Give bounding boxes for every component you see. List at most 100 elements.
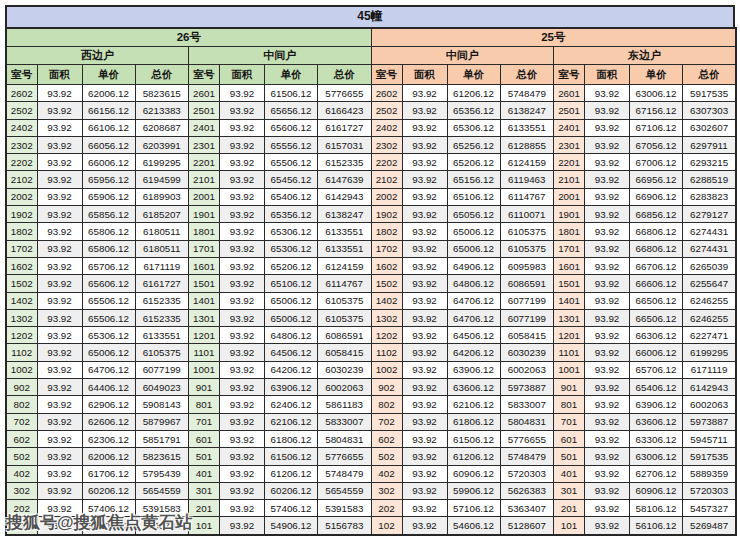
area-cell: 93.92 <box>585 448 630 465</box>
total-price-cell: 6307303 <box>683 102 737 119</box>
total-price-cell: 6265039 <box>683 257 737 274</box>
unit-price-cell: 67156.12 <box>630 102 683 119</box>
building-25-header: 25号 <box>371 28 736 47</box>
unit-price-cell: 56106.12 <box>630 517 683 535</box>
unit-price-cell: 62906.12 <box>82 396 135 413</box>
total-price-cell: 5804831 <box>318 430 372 447</box>
room-cell: 1101 <box>189 344 220 361</box>
area-cell: 93.92 <box>585 136 630 153</box>
area-cell: 93.92 <box>220 482 265 499</box>
room-cell: 301 <box>554 482 585 499</box>
unit-price-cell: 65506.12 <box>265 154 318 171</box>
unit-price-cell: 65056.12 <box>447 206 500 223</box>
table-row: 40293.9261706.12579543940193.9261206.125… <box>6 465 736 482</box>
total-price-cell: 6297911 <box>683 136 737 153</box>
table-row: 110293.9265006.126105375110193.9264506.1… <box>6 344 736 361</box>
unit-price-cell: 62106.12 <box>265 413 318 430</box>
room-cell: 2402 <box>6 119 37 136</box>
area-cell: 93.92 <box>585 517 630 535</box>
room-cell: 2401 <box>189 119 220 136</box>
total-price-cell: 5776655 <box>500 430 554 447</box>
unit-price-cell: 64706.12 <box>447 292 500 309</box>
room-cell: 1902 <box>6 206 37 223</box>
area-cell: 93.92 <box>220 119 265 136</box>
area-cell: 93.92 <box>402 396 447 413</box>
room-cell: 2001 <box>189 188 220 205</box>
area-cell: 93.92 <box>402 275 447 292</box>
unit-price-cell: 65006.12 <box>82 344 135 361</box>
total-price-cell: 6105375 <box>318 292 372 309</box>
room-cell: 302 <box>371 482 402 499</box>
table-row: 170293.9265806.126180511170193.9265306.1… <box>6 240 736 257</box>
room-cell: 901 <box>554 379 585 396</box>
area-cell: 93.92 <box>585 430 630 447</box>
total-price-cell: 6199295 <box>135 154 189 171</box>
unit-price-cell: 65706.12 <box>630 361 683 378</box>
room-cell: 802 <box>371 396 402 413</box>
area-cell: 93.92 <box>585 344 630 361</box>
area-cell: 93.92 <box>220 361 265 378</box>
total-price-cell: 5879967 <box>135 413 189 430</box>
room-cell: 2402 <box>371 119 402 136</box>
unit-price-cell: 61806.12 <box>447 413 500 430</box>
area-cell: 93.92 <box>37 119 82 136</box>
unit-price-cell: 61706.12 <box>82 465 135 482</box>
area-cell: 93.92 <box>37 223 82 240</box>
column-header-row: 室号 面积 单价 总价 室号 面积 单价 总价 室号 面积 单价 总价 室号 面… <box>6 65 736 85</box>
area-cell: 93.92 <box>37 500 82 517</box>
unit-price-cell: 64706.12 <box>447 309 500 326</box>
total-price-cell: 5851791 <box>135 430 189 447</box>
unit-price-cell: 65506.12 <box>82 292 135 309</box>
room-cell: 501 <box>554 448 585 465</box>
unit-price-cell: 65106.12 <box>265 275 318 292</box>
area-cell: 93.92 <box>402 327 447 344</box>
total-price-cell: 6058415 <box>318 344 372 361</box>
area-cell: 93.92 <box>37 292 82 309</box>
room-cell: 1301 <box>189 309 220 326</box>
room-cell: 1501 <box>189 275 220 292</box>
unit-price-cell: 66906.12 <box>630 188 683 205</box>
area-cell: 93.92 <box>37 396 82 413</box>
unit-price-cell: 64506.12 <box>265 344 318 361</box>
area-cell: 93.92 <box>585 240 630 257</box>
total-price-cell: 5908143 <box>135 396 189 413</box>
total-price-cell: 6030239 <box>318 361 372 378</box>
total-price-cell: 5945711 <box>683 430 737 447</box>
room-cell: 2501 <box>189 102 220 119</box>
total-price-cell: 5776655 <box>318 85 372 102</box>
area-cell: 93.92 <box>402 240 447 257</box>
unit-price-cell: 65206.12 <box>447 154 500 171</box>
total-price-cell: 6194599 <box>135 171 189 188</box>
total-price-cell: 6058415 <box>500 327 554 344</box>
total-price-cell: 6002063 <box>318 379 372 396</box>
total-price-cell: 6147639 <box>318 171 372 188</box>
total-price-cell: 6274431 <box>683 240 737 257</box>
room-cell: 2502 <box>6 102 37 119</box>
price-table: 26号 25号 西边户 中间户 中间户 东边户 室号 面积 单价 总价 室号 面… <box>5 27 737 536</box>
table-row: 80293.9262906.12590814380193.9262406.125… <box>6 396 736 413</box>
area-cell: 93.92 <box>585 257 630 274</box>
room-cell: 2501 <box>554 102 585 119</box>
unit-price-cell: 66706.12 <box>630 257 683 274</box>
unit-price-cell: 61806.12 <box>265 430 318 447</box>
room-cell: 701 <box>554 413 585 430</box>
room-cell: 602 <box>371 430 402 447</box>
area-cell: 93.92 <box>402 206 447 223</box>
col-header-total-price: 总价 <box>500 65 554 85</box>
unit-price-cell: 65556.12 <box>265 136 318 153</box>
unit-price-cell: 66156.12 <box>82 102 135 119</box>
area-cell: 93.92 <box>37 465 82 482</box>
total-price-cell: 5973887 <box>683 413 737 430</box>
room-cell: 201 <box>554 500 585 517</box>
total-price-cell: 5128607 <box>500 517 554 535</box>
total-price-cell: 5833007 <box>318 413 372 430</box>
total-price-cell: 6114767 <box>500 188 554 205</box>
price-table-page: 45幢 26号 25号 西边户 中间户 中间户 东边户 <box>0 0 740 545</box>
total-price-cell: 6105375 <box>500 223 554 240</box>
area-cell: 93.92 <box>585 327 630 344</box>
area-cell: 93.92 <box>220 344 265 361</box>
area-cell: 93.92 <box>585 154 630 171</box>
total-price-cell: 6002063 <box>683 396 737 413</box>
unit-price-cell: 64806.12 <box>447 275 500 292</box>
total-price-cell: 6246255 <box>683 309 737 326</box>
